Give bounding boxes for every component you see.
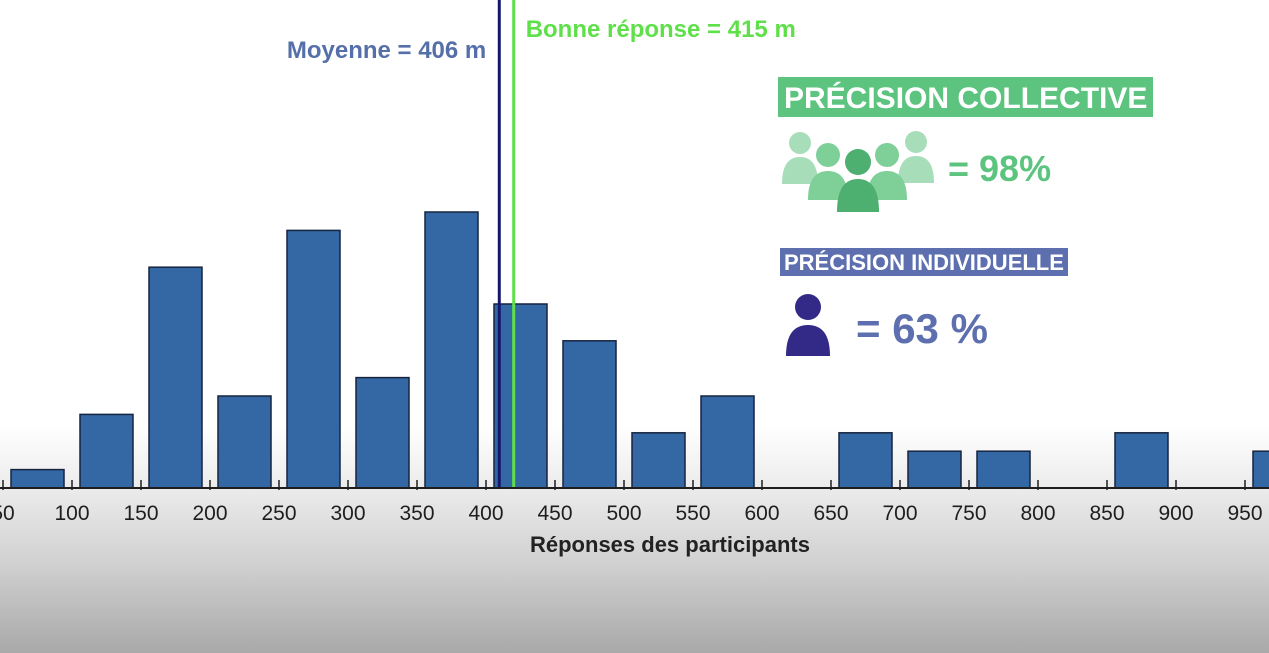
group-people-icon [782, 131, 934, 212]
x-tick-label-100: 100 [54, 502, 89, 525]
x-tick-label-950: 950 [1227, 502, 1262, 525]
x-tick-label-800: 800 [1020, 502, 1055, 525]
bar-300 [355, 376, 410, 489]
correct-answer-label: Bonne réponse = 415 m [526, 16, 796, 43]
x-axis-title: Réponses des participants [530, 532, 810, 557]
collective-accuracy-value: = 98% [948, 148, 1052, 189]
x-tick-label-700: 700 [882, 502, 917, 525]
x-tick-label-150: 150 [123, 502, 158, 525]
bar-650 [838, 432, 893, 489]
person-icon [786, 294, 830, 356]
x-axis-ticks: 50 100 150 200 250 300 350 400 450 500 550 600 650 70… [0, 480, 1263, 525]
x-tick-label-500: 500 [606, 502, 641, 525]
bar-400 [493, 303, 548, 489]
bar-100 [79, 413, 134, 489]
bar-50 [10, 468, 65, 489]
reference-lines: Moyenne = 406 m Bonne réponse = 415 m [287, 0, 796, 488]
bars-group [10, 211, 1269, 489]
bar-700 [907, 450, 962, 489]
bar-500 [631, 432, 686, 489]
bar-250 [286, 229, 341, 489]
individual-accuracy-value: = 63 % [856, 305, 988, 352]
bar-550 [700, 395, 755, 489]
bar-950 [1252, 450, 1269, 489]
x-tick-label-750: 750 [951, 502, 986, 525]
x-tick-label-200: 200 [192, 502, 227, 525]
x-tick-label-300: 300 [330, 502, 365, 525]
bar-450 [562, 340, 617, 489]
x-tick-label-350: 350 [399, 502, 434, 525]
x-tick-label-250: 250 [261, 502, 296, 525]
x-tick-label-450: 450 [537, 502, 572, 525]
bar-750 [976, 450, 1031, 489]
x-tick-label-50: 50 [0, 502, 15, 525]
x-tick-label-400: 400 [468, 502, 503, 525]
bar-200 [217, 395, 272, 489]
bar-150 [148, 266, 203, 489]
bar-350 [424, 211, 479, 489]
x-tick-label-600: 600 [744, 502, 779, 525]
mean-label: Moyenne = 406 m [287, 37, 486, 64]
x-tick-label-550: 550 [675, 502, 710, 525]
x-tick-label-650: 650 [813, 502, 848, 525]
bar-850 [1114, 432, 1169, 489]
collective-accuracy-badge: PRÉCISION COLLECTIVE [778, 77, 1154, 117]
x-tick-label-900: 900 [1158, 502, 1193, 525]
individual-accuracy-badge: PRÉCISION INDIVIDUELLE [780, 248, 1068, 276]
x-tick-label-850: 850 [1089, 502, 1124, 525]
